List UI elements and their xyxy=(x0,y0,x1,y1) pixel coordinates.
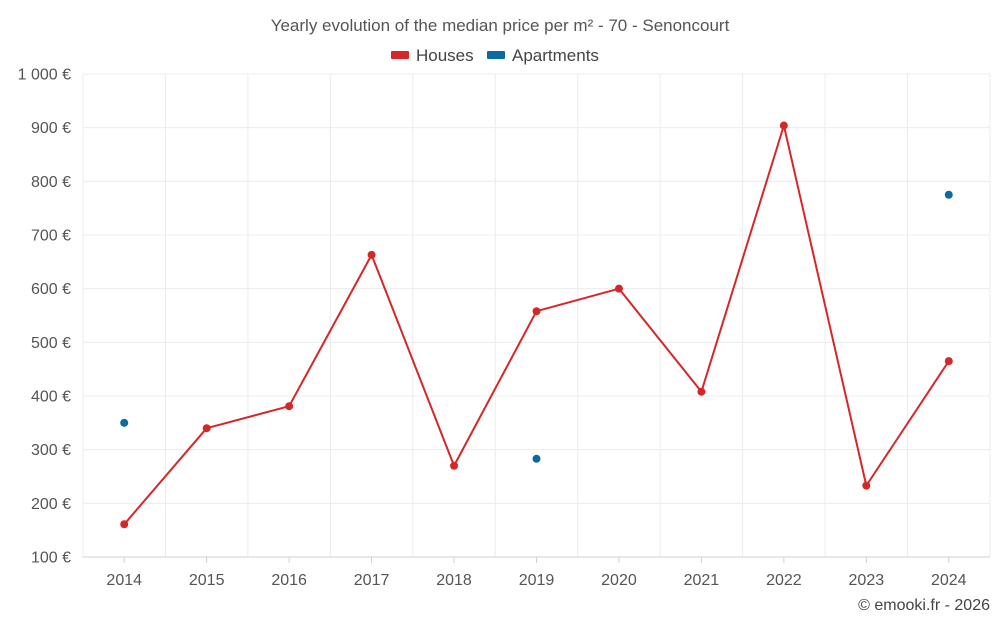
y-tick-label: 400 € xyxy=(31,389,71,406)
legend-label-apartments: Apartments xyxy=(512,46,599,65)
x-tick-label: 2024 xyxy=(931,572,967,589)
x-tick-label: 2019 xyxy=(519,572,555,589)
x-axis: 2014 2015 2016 2017 2018 2019 2020 2021 2022 2023… xyxy=(83,556,990,589)
data-point-houses[interactable] xyxy=(202,424,211,433)
data-point-houses[interactable] xyxy=(450,461,459,470)
y-tick-label: 700 € xyxy=(31,228,71,245)
data-point-houses[interactable] xyxy=(779,121,788,130)
legend-item-apartments[interactable]: Apartments xyxy=(487,46,599,65)
y-tick-label: 500 € xyxy=(31,335,71,352)
plot-area xyxy=(120,121,953,529)
data-point-houses[interactable] xyxy=(532,307,541,316)
legend-swatch-houses xyxy=(391,51,409,59)
y-tick-label: 800 € xyxy=(31,174,71,191)
data-point-houses[interactable] xyxy=(697,387,706,396)
grid xyxy=(82,73,991,557)
chart-title: Yearly evolution of the median price per… xyxy=(271,16,730,35)
series-apartments xyxy=(120,190,953,463)
x-tick-label: 2023 xyxy=(849,572,885,589)
y-tick-label: 200 € xyxy=(31,496,71,513)
data-point-apartments[interactable] xyxy=(120,418,129,427)
y-tick-label: 100 € xyxy=(31,550,71,567)
credit-text: © emooki.fr - 2026 xyxy=(858,597,990,614)
data-point-houses[interactable] xyxy=(944,357,953,366)
y-tick-label: 1 000 € xyxy=(18,67,71,84)
data-point-houses[interactable] xyxy=(862,481,871,490)
data-point-houses[interactable] xyxy=(285,402,294,411)
legend-swatch-apartments xyxy=(487,51,505,59)
x-tick-label: 2017 xyxy=(354,572,390,589)
data-point-apartments[interactable] xyxy=(944,190,953,199)
y-tick-label: 300 € xyxy=(31,442,71,459)
x-tick-label: 2020 xyxy=(601,572,637,589)
legend: Houses Apartments xyxy=(391,46,599,65)
x-tick-label: 2016 xyxy=(271,572,307,589)
x-tick-label: 2022 xyxy=(766,572,802,589)
y-tick-label: 600 € xyxy=(31,281,71,298)
data-point-houses[interactable] xyxy=(367,250,376,259)
legend-item-houses[interactable]: Houses xyxy=(391,46,474,65)
legend-label-houses: Houses xyxy=(416,46,474,65)
y-axis: 100 € 200 € 300 € 400 € 500 € 600 € 700 € 800 €… xyxy=(18,67,71,567)
x-tick-label: 2014 xyxy=(106,572,142,589)
data-point-houses[interactable] xyxy=(614,284,623,293)
x-tick-label: 2015 xyxy=(189,572,225,589)
data-point-houses[interactable] xyxy=(120,520,129,529)
x-tick-label: 2018 xyxy=(436,572,472,589)
series-houses xyxy=(120,121,953,529)
data-point-apartments[interactable] xyxy=(532,454,541,463)
x-tick-label: 2021 xyxy=(684,572,720,589)
y-tick-label: 900 € xyxy=(31,120,71,137)
